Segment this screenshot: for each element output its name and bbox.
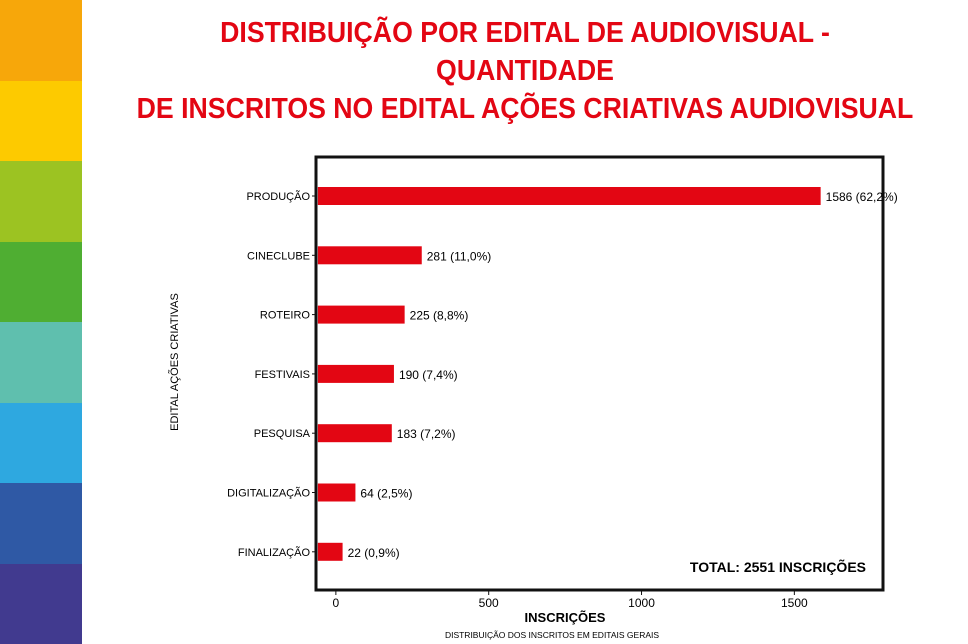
- y-tick-label: ROTEIRO: [260, 310, 311, 322]
- data-label: 1586 (62,2%): [826, 190, 898, 204]
- data-label: 190 (7,4%): [399, 368, 458, 382]
- title-line-2: DE INSCRITOS NO EDITAL AÇÕES CRIATIVAS A…: [136, 93, 914, 125]
- x-tick-label: 1500: [781, 596, 808, 610]
- color-stripe: [0, 80, 82, 161]
- color-stripe: [0, 322, 82, 403]
- y-tick-label: FINALIZAÇÃO: [238, 546, 311, 559]
- bar: [317, 246, 422, 265]
- color-stripe: [0, 483, 82, 564]
- y-tick-label: PESQUISA: [254, 428, 311, 440]
- color-stripe: [0, 0, 82, 81]
- bar: [317, 305, 405, 324]
- bar: [317, 542, 343, 561]
- color-stripe: [0, 402, 82, 483]
- color-stripes: [0, 0, 82, 644]
- bar: [317, 364, 394, 383]
- color-stripe: [0, 161, 82, 242]
- x-axis-label: INSCRIÇÕES: [525, 610, 606, 625]
- y-tick-label: FESTIVAIS: [255, 369, 310, 381]
- caption: DISTRIBUIÇÃO DOS INSCRITOS EM EDITAIS GE…: [445, 630, 659, 640]
- y-tick-label: CINECLUBE: [247, 250, 310, 262]
- total-annotation: TOTAL: 2551 INSCRIÇÕES: [690, 558, 866, 575]
- bar: [317, 483, 356, 502]
- data-label: 225 (8,8%): [410, 309, 469, 323]
- color-stripe: [0, 241, 82, 322]
- color-stripe: [0, 563, 82, 644]
- page-title: DISTRIBUIÇÃO POR EDITAL DE AUDIOVISUAL -…: [134, 14, 916, 128]
- bar: [317, 187, 821, 205]
- data-label: 281 (11,0%): [427, 249, 491, 263]
- bar: [317, 424, 392, 443]
- x-tick-label: 0: [333, 596, 340, 610]
- data-label: 22 (0,9%): [348, 546, 400, 560]
- y-tick-label: PRODUÇÃO: [246, 190, 310, 203]
- title-line-1: DISTRIBUIÇÃO POR EDITAL DE AUDIOVISUAL -…: [220, 17, 830, 87]
- data-label: 64 (2,5%): [360, 487, 412, 501]
- x-tick-label: 1000: [628, 596, 655, 610]
- data-label: 183 (7,2%): [397, 427, 456, 441]
- x-tick-label: 500: [479, 596, 499, 610]
- y-tick-label: DIGITALIZAÇÃO: [227, 487, 310, 500]
- y-axis-label: EDITAL AÇÕES CRIATIVAS: [168, 293, 181, 431]
